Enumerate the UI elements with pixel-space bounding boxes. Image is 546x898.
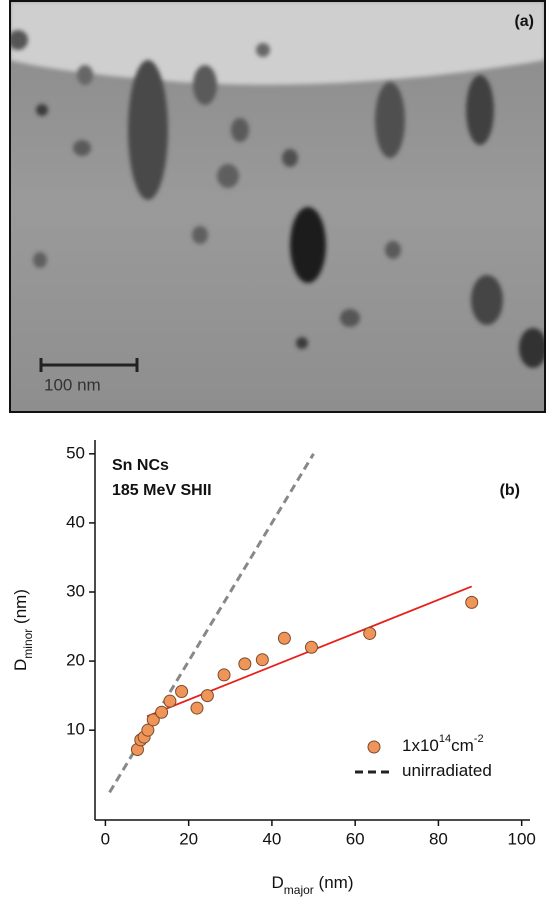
y-axis-label-unit: (nm)	[11, 589, 30, 629]
x-tick-label: 0	[101, 829, 110, 848]
y-tick-label: 30	[66, 581, 85, 600]
data-point	[217, 668, 231, 682]
legend-label-part: cm	[451, 736, 474, 755]
y-tick-label: 50	[66, 443, 85, 462]
x-axis-label-main: D	[272, 873, 284, 892]
y-axis-label: Dminor (nm)	[11, 589, 35, 671]
panel-label: (b)	[500, 482, 520, 499]
data-point	[175, 684, 189, 698]
x-tick-label: 100	[507, 829, 535, 848]
x-axis-label: Dmajor (nm)	[272, 873, 354, 897]
y-tick-label: 40	[66, 512, 85, 531]
data-point	[465, 595, 479, 609]
x-tick-label: 60	[346, 829, 365, 848]
legend-label: unirradiated	[402, 761, 492, 780]
legend-label-part: unirradiated	[402, 761, 492, 780]
scale-bar-label: 100 nm	[44, 375, 101, 394]
data-point	[200, 689, 214, 703]
y-axis-label-main: D	[11, 659, 30, 671]
y-tick-label: 20	[66, 651, 85, 670]
x-tick-label: 20	[179, 829, 198, 848]
data-point	[363, 626, 377, 640]
legend-label-part: -2	[474, 733, 484, 745]
image-border	[9, 0, 546, 413]
data-point	[141, 723, 155, 737]
y-axis-label-sub: minor	[21, 629, 35, 659]
legend-label: 1x1014cm-2	[402, 733, 484, 756]
y-tick-label: 10	[66, 720, 85, 739]
annotation: Sn NCs	[112, 457, 169, 474]
data-point	[146, 713, 160, 727]
legend-marker	[367, 740, 381, 754]
legend-label-part: 1x10	[402, 736, 439, 755]
panel-label: (a)	[514, 13, 534, 30]
data-point	[190, 701, 204, 715]
legend-label-part: 14	[439, 733, 451, 745]
data-point	[277, 631, 291, 645]
x-tick-label: 80	[429, 829, 448, 848]
data-point	[255, 653, 269, 667]
x-axis-label-sub: major	[284, 883, 314, 897]
data-point	[238, 657, 252, 671]
data-point	[155, 705, 169, 719]
x-axis-label-unit: (nm)	[314, 873, 354, 892]
data-point	[304, 640, 318, 654]
data-point	[163, 694, 177, 708]
tem-image: 100 nm (a)	[10, 1, 545, 412]
annotation: 185 MeV SHII	[112, 482, 212, 499]
x-tick-label: 40	[262, 829, 281, 848]
